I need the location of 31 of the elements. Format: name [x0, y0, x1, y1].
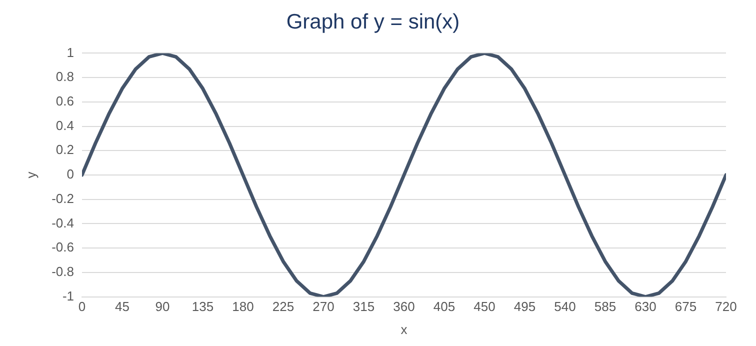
x-tick-label: 630: [634, 299, 656, 314]
y-tick-label: 0: [66, 166, 74, 182]
x-tick-label: 90: [155, 299, 170, 314]
x-tick-label: 450: [474, 299, 496, 314]
x-tick-label: 585: [594, 299, 616, 314]
y-tick-label: 0.4: [56, 118, 74, 133]
x-tick-label: 45: [115, 299, 130, 314]
y-axis-title: y: [23, 171, 38, 178]
x-tick-label: 225: [272, 299, 294, 314]
x-tick-label: 360: [393, 299, 415, 314]
x-tick-label: 135: [192, 299, 214, 314]
x-tick-label: 540: [554, 299, 576, 314]
x-tick-label: 675: [674, 299, 697, 314]
x-tick-label: 720: [715, 299, 737, 314]
y-tick-label: 0.6: [56, 94, 74, 108]
chart-title: Graph of y = sin(x): [286, 10, 460, 34]
x-axis-title: x: [400, 322, 408, 337]
y-tick-label: 1: [66, 44, 74, 60]
y-tick-label: -0.8: [52, 264, 74, 280]
y-tick-label: 0.2: [56, 142, 74, 158]
y-tick-label: -1: [62, 288, 74, 304]
y-tick-label: 0.8: [56, 69, 74, 84]
x-tick-label: 315: [352, 299, 375, 314]
y-tick-label: -0.4: [52, 215, 74, 230]
x-tick-label: 180: [232, 299, 254, 314]
y-tick-label: -0.6: [52, 240, 74, 255]
y-tick-label: -0.2: [52, 190, 74, 206]
x-tick-label: 270: [312, 299, 334, 314]
x-tick-label: 0: [78, 299, 86, 314]
x-tick-label: 495: [514, 299, 536, 314]
x-tick-label: 405: [433, 299, 456, 314]
